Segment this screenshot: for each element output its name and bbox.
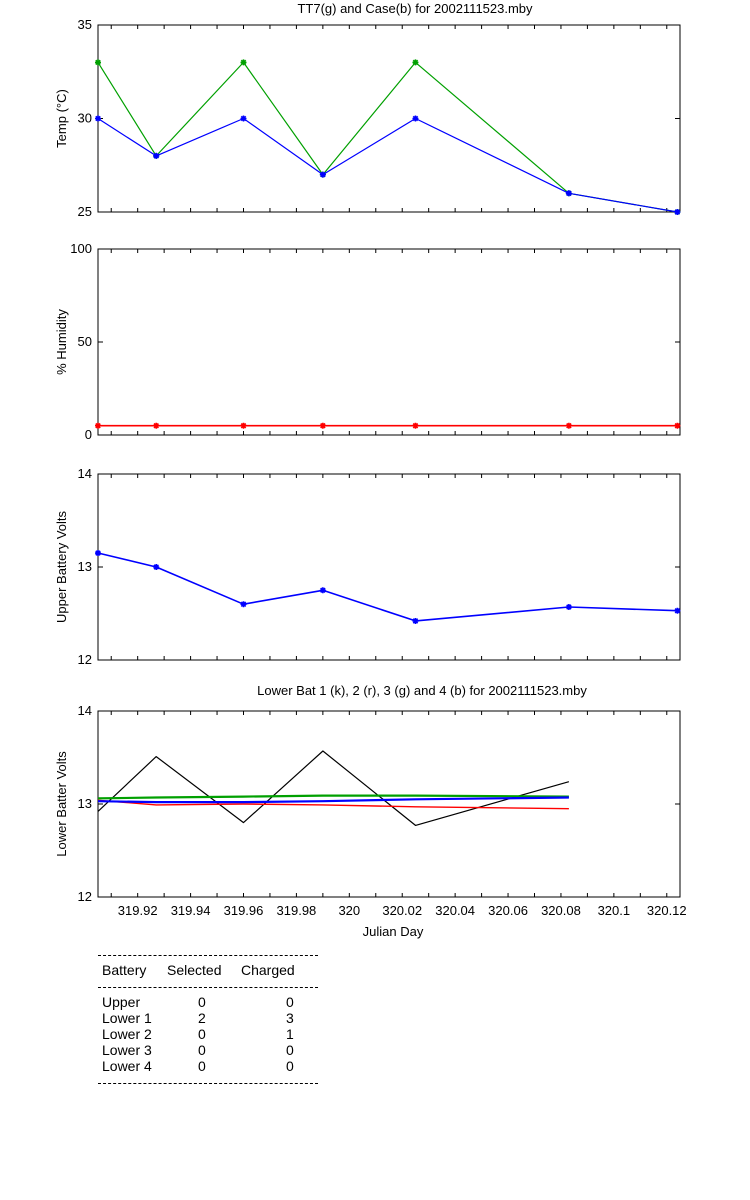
table-body: Upper 0 0 Lower 1 2 3 Lower 2 0 1 Lower … — [98, 994, 318, 1074]
x-tick-label: 320.08 — [541, 903, 581, 918]
battery-table: Battery Selected Charged Upper 0 0 Lower… — [98, 955, 318, 1084]
cell-charged: 0 — [286, 1042, 294, 1058]
data-point — [153, 422, 160, 429]
series-line — [97, 799, 569, 810]
y-tick-label: 50 — [78, 334, 92, 349]
plot-frame — [97, 473, 681, 661]
data-point — [95, 115, 101, 122]
data-point — [153, 564, 160, 570]
table-row: Lower 1 2 3 — [98, 1010, 318, 1026]
y-tick-label: 30 — [78, 111, 92, 126]
x-tick-label: 320.06 — [488, 903, 528, 918]
series-line — [97, 61, 678, 213]
y-tick-label: 100 — [70, 241, 92, 256]
data-point — [240, 59, 247, 66]
header-charged: Charged — [241, 962, 295, 978]
data-point — [674, 209, 681, 215]
table-header-rule — [98, 987, 318, 988]
cell-charged: 0 — [286, 994, 294, 1010]
cell-battery: Upper — [102, 994, 141, 1010]
table-row: Lower 2 0 1 — [98, 1026, 318, 1042]
series-line — [97, 750, 570, 827]
table-top-rule — [98, 955, 318, 956]
x-tick-label: 319.92 — [118, 903, 158, 918]
x-tick-label: 319.94 — [171, 903, 211, 918]
y-tick-label: 13 — [78, 559, 92, 574]
cell-selected: 0 — [198, 994, 206, 1010]
chart-title: TT7(g) and Case(b) for 2002111523.mby — [297, 1, 533, 16]
y-tick-label: 12 — [78, 889, 92, 904]
series-line — [97, 552, 678, 622]
cell-battery: Lower 3 — [102, 1042, 152, 1058]
data-point — [240, 115, 247, 122]
data-point — [240, 422, 247, 429]
x-tick-label: 320.02 — [382, 903, 422, 918]
data-point — [153, 152, 160, 159]
data-point — [412, 422, 419, 429]
plot-frame — [97, 248, 681, 436]
table-row: Lower 4 0 0 — [98, 1058, 318, 1074]
series-line — [97, 794, 569, 800]
data-point — [95, 59, 101, 66]
cell-charged: 3 — [286, 1010, 294, 1026]
cell-selected: 0 — [198, 1042, 206, 1058]
series-line — [97, 796, 569, 804]
cell-selected: 0 — [198, 1026, 206, 1042]
data-point — [412, 617, 419, 624]
y-tick-label: 13 — [78, 796, 92, 811]
y-axis-label: Upper Battery Volts — [54, 511, 69, 623]
cell-battery: Lower 4 — [102, 1058, 152, 1074]
y-axis-label: % Humidity — [54, 309, 69, 375]
data-point — [412, 115, 419, 122]
data-point — [240, 601, 247, 608]
table-bottom-rule — [98, 1083, 318, 1084]
y-tick-label: 12 — [78, 652, 92, 667]
y-tick-label: 35 — [78, 17, 92, 32]
y-tick-label: 14 — [78, 703, 92, 718]
x-tick-label: 320 — [338, 903, 360, 918]
cell-charged: 1 — [286, 1026, 294, 1042]
data-point — [319, 587, 326, 594]
y-tick-label: 0 — [85, 427, 92, 442]
y-axis-label: Lower Batter Volts — [54, 751, 69, 857]
data-point — [412, 59, 419, 66]
header-battery: Battery — [102, 962, 147, 978]
x-tick-label: 320.1 — [598, 903, 631, 918]
data-point — [319, 422, 326, 429]
data-point — [95, 550, 101, 557]
x-axis-label: Julian Day — [363, 924, 424, 939]
data-point — [319, 171, 326, 178]
table-row: Upper 0 0 — [98, 994, 318, 1010]
cell-selected: 0 — [198, 1058, 206, 1074]
data-point — [565, 422, 572, 429]
plot-frame — [97, 24, 681, 213]
cell-selected: 2 — [198, 1010, 206, 1026]
series-line — [97, 117, 678, 213]
cell-battery: Lower 2 — [102, 1026, 152, 1042]
x-tick-label: 319.96 — [224, 903, 264, 918]
data-point — [565, 603, 572, 610]
y-tick-label: 25 — [78, 204, 92, 219]
x-tick-label: 320.04 — [435, 903, 475, 918]
cell-battery: Lower 1 — [102, 1010, 152, 1026]
cell-charged: 0 — [286, 1058, 294, 1074]
x-tick-label: 319.98 — [277, 903, 317, 918]
table-row: Lower 3 0 0 — [98, 1042, 318, 1058]
data-point — [674, 607, 681, 614]
data-point — [565, 190, 572, 197]
chart-title: Lower Bat 1 (k), 2 (r), 3 (g) and 4 (b) … — [257, 683, 587, 698]
y-tick-label: 14 — [78, 466, 92, 481]
table-header-row: Battery Selected Charged — [98, 962, 318, 978]
y-axis-label: Temp (°C) — [54, 89, 69, 148]
x-tick-label: 320.12 — [647, 903, 687, 918]
data-point — [674, 422, 681, 429]
header-selected: Selected — [167, 962, 222, 978]
data-point — [95, 422, 101, 429]
